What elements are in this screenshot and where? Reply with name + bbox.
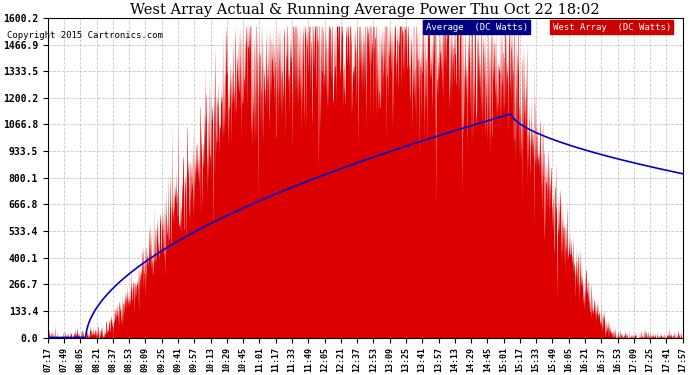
Text: West Array  (DC Watts): West Array (DC Watts) xyxy=(553,23,671,32)
Text: Copyright 2015 Cartronics.com: Copyright 2015 Cartronics.com xyxy=(7,30,163,39)
Text: Average  (DC Watts): Average (DC Watts) xyxy=(426,23,528,32)
Title: West Array Actual & Running Average Power Thu Oct 22 18:02: West Array Actual & Running Average Powe… xyxy=(130,3,600,17)
